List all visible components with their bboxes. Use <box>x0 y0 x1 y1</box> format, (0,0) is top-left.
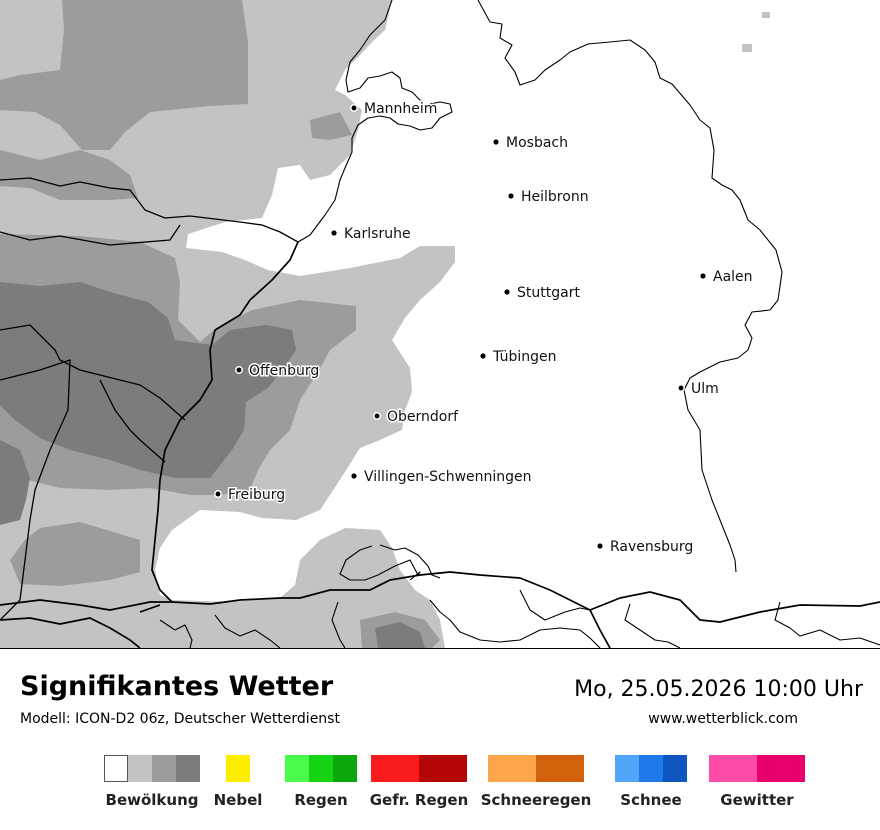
city-aalen: Aalen <box>700 269 753 285</box>
legend-swatch <box>371 755 395 782</box>
footer: Signifikantes Wetter Modell: ICON-D2 06z… <box>0 648 880 830</box>
legend-swatches-gewitter <box>709 755 805 782</box>
city-dot <box>504 289 510 295</box>
legend-swatch <box>226 755 250 782</box>
city-ravensburg: Ravensburg <box>597 539 693 555</box>
city-label: Ulm <box>691 381 719 397</box>
legend-swatch <box>733 755 757 782</box>
city-label: Freiburg <box>228 487 285 503</box>
legend-swatch <box>419 755 443 782</box>
city-label: Oberndorf <box>387 409 459 425</box>
legend-swatch <box>560 755 584 782</box>
city-mosbach: Mosbach <box>493 135 568 151</box>
city-freiburg: Freiburg <box>214 486 287 505</box>
city-heilbronn: Heilbronn <box>508 189 589 205</box>
legend-label: Bewölkung <box>105 791 199 809</box>
website-link[interactable]: www.wetterblick.com <box>648 711 798 727</box>
legend-swatches-schnee <box>615 755 687 782</box>
legend-label: Schneeregen <box>480 791 592 809</box>
city-label: Mosbach <box>506 135 568 151</box>
legend-label: Schnee <box>620 791 682 809</box>
weather-map: Mannheim Mosbach Heilbronn Karlsruhe Aalen St… <box>0 0 880 648</box>
land-border <box>159 0 880 648</box>
city-dot <box>373 412 381 420</box>
city-dot <box>508 193 514 199</box>
city-dot <box>331 230 337 236</box>
legend-swatch <box>128 755 152 782</box>
legend-swatch <box>615 755 639 782</box>
state-borders <box>0 177 299 621</box>
city-label: Ravensburg <box>610 539 693 555</box>
legend-swatch <box>757 755 781 782</box>
city-karlsruhe: Karlsruhe <box>331 226 411 242</box>
model-info: Modell: ICON-D2 06z, Deutscher Wetterdie… <box>20 711 340 727</box>
legend-swatches-nebel <box>226 755 250 782</box>
city-oberndorf: Oberndorf <box>373 408 461 427</box>
legend-swatch <box>639 755 663 782</box>
legend-label: Gefr. Regen <box>369 791 469 809</box>
city-stuttgart: Stuttgart <box>504 285 580 301</box>
city-mannheim: Mannheim <box>350 100 439 119</box>
legend-swatch <box>176 755 200 782</box>
legend-swatch <box>395 755 419 782</box>
city-label: Karlsruhe <box>344 226 411 242</box>
legend-swatch <box>536 755 560 782</box>
city-label: Stuttgart <box>517 285 580 301</box>
city-villingen-schwenningen: Villingen-Schwenningen <box>351 469 532 485</box>
legend-swatches-regen <box>285 755 357 782</box>
legend-swatch <box>709 755 733 782</box>
legend-swatch <box>663 755 687 782</box>
legend-swatch <box>443 755 467 782</box>
legend-swatch <box>285 755 309 782</box>
legend-swatch <box>512 755 536 782</box>
city-label: Mannheim <box>364 101 437 117</box>
legend-swatch <box>309 755 333 782</box>
city-dot <box>351 473 357 479</box>
city-dot <box>350 104 358 112</box>
city-label: Offenburg <box>249 363 319 379</box>
city-dot <box>214 490 222 498</box>
city-dot <box>700 273 706 279</box>
city-offenburg: Offenburg <box>235 362 321 381</box>
legend-label: Regen <box>294 791 348 809</box>
city-dot <box>235 366 243 374</box>
city-ulm: Ulm <box>677 380 720 399</box>
cloud-cover-layer <box>0 0 770 648</box>
legend-swatches-schneeregen <box>488 755 584 782</box>
city-t-bingen: Tübingen <box>480 349 557 365</box>
legend-swatches-gefr-regen <box>371 755 467 782</box>
legend-swatch <box>781 755 805 782</box>
city-label: Tübingen <box>492 349 557 365</box>
map-title: Signifikantes Wetter <box>20 671 334 702</box>
country-border <box>0 241 880 648</box>
city-label: Heilbronn <box>521 189 589 205</box>
legend-label: Nebel <box>213 791 263 809</box>
city-dot <box>597 543 603 549</box>
legend-swatch <box>488 755 512 782</box>
legend-swatches-bew-lkung <box>104 755 200 782</box>
city-dot <box>480 353 486 359</box>
legend-label: Gewitter <box>720 791 794 809</box>
legend-swatch <box>333 755 357 782</box>
city-label: Aalen <box>713 269 753 285</box>
city-markers: Mannheim Mosbach Heilbronn Karlsruhe Aalen St… <box>214 100 753 555</box>
city-dot <box>677 384 685 392</box>
forecast-datetime: Mo, 25.05.2026 10:00 Uhr <box>574 677 863 702</box>
city-dot <box>493 139 499 145</box>
legend-swatch <box>104 755 128 782</box>
city-label: Villingen-Schwenningen <box>364 469 532 485</box>
legend-swatch <box>152 755 176 782</box>
